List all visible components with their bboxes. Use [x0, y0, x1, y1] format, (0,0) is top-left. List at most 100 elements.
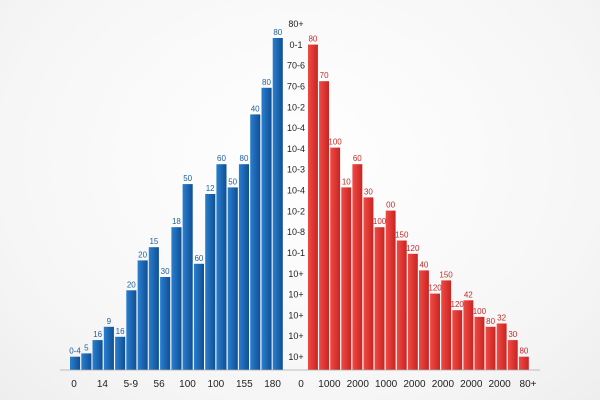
middle-label-13: 10+ [288, 290, 303, 300]
left-bar-label-7: 15 [149, 237, 158, 246]
right-bar-label-5: 30 [364, 187, 373, 196]
left-bar-label-1: 5 [84, 343, 89, 352]
middle-label-5: 10-4 [287, 123, 305, 133]
left-bar-label-8: 30 [161, 267, 170, 276]
right-bar-label-3: 10 [342, 177, 351, 186]
right-bar-1 [319, 81, 329, 370]
right-bar-19 [518, 356, 529, 370]
right-bar-label-15: 100 [473, 307, 487, 316]
x-tick-label-14: 2000 [460, 379, 483, 390]
x-tick-label-0: 0 [71, 379, 77, 390]
right-bar-label-12: 150 [439, 270, 453, 279]
middle-label-3: 70-6 [287, 81, 305, 91]
right-bar-12 [441, 280, 452, 370]
x-tick-label-13: 2000 [432, 379, 455, 390]
middle-label-15: 10+ [288, 331, 303, 341]
left-bar-9 [171, 227, 182, 370]
x-tick-label-6: 155 [236, 379, 253, 390]
x-tick-label-4: 100 [179, 379, 196, 390]
right-bar-label-16: 80 [486, 317, 495, 326]
left-bar-18 [272, 38, 283, 370]
left-bar-label-3: 9 [107, 317, 112, 326]
middle-label-2: 70-6 [287, 61, 305, 71]
middle-label-9: 10-2 [287, 206, 305, 216]
left-bar-13 [216, 164, 227, 370]
middle-label-7: 10-3 [287, 165, 305, 175]
x-tick-label-9: 1000 [318, 379, 341, 390]
right-bar-label-9: 120 [406, 244, 420, 253]
x-tick-label-10: 2000 [347, 379, 370, 390]
x-tick-label-3: 56 [154, 379, 166, 390]
middle-label-0: 80+ [288, 19, 303, 29]
middle-label-8: 10-4 [287, 186, 305, 196]
left-bar-label-17: 80 [262, 78, 271, 87]
right-bar-2 [330, 147, 341, 370]
left-bar-label-12: 12 [206, 184, 215, 193]
left-bar-label-0: 0-4 [69, 347, 81, 356]
right-bar-3 [341, 187, 352, 370]
left-bar-0 [70, 356, 81, 370]
right-bar-label-4: 60 [353, 154, 362, 163]
left-bar-16 [250, 114, 261, 371]
middle-label-4: 10-2 [287, 102, 305, 112]
x-tick-label-1: 14 [97, 379, 109, 390]
middle-axis-labels: 80+ 0-1 70-6 70-6 10-2 10-4 10-4 10-3 10-4 10-2 10… [287, 19, 305, 362]
left-bar-label-13: 60 [217, 154, 226, 163]
left-bar-label-16: 40 [251, 104, 260, 113]
right-series-bars [308, 44, 529, 370]
middle-label-14: 10+ [288, 310, 303, 320]
right-bar-7 [385, 210, 396, 370]
middle-label-11: 10-1 [287, 248, 305, 258]
left-bar-label-14: 50 [228, 177, 237, 186]
left-bar-label-18: 80 [273, 28, 282, 37]
x-tick-label-7: 180 [264, 379, 281, 390]
middle-label-10: 10-8 [287, 227, 305, 237]
right-bar-label-2: 100 [328, 138, 342, 147]
right-bar-label-1: 70 [320, 71, 329, 80]
right-bar-18 [507, 340, 518, 370]
x-tick-label-8: 0 [298, 379, 304, 390]
x-axis-tick-labels: 0 14 5-9 56 100 100 155 180 0 1000 2000 1000 2000 200… [71, 379, 536, 390]
x-tick-label-12: 2000 [403, 379, 426, 390]
right-bar-0 [308, 44, 318, 370]
right-bar-10 [419, 270, 429, 370]
left-bar-4 [115, 336, 126, 370]
left-bar-2 [92, 340, 103, 370]
right-bar-11 [430, 293, 440, 370]
right-bar-label-11: 120 [428, 284, 442, 293]
right-bar-label-0: 80 [308, 35, 317, 44]
left-bar-7 [148, 247, 159, 370]
x-tick-label-5: 100 [208, 379, 225, 390]
left-bar-3 [103, 326, 114, 370]
right-bar-17 [496, 323, 507, 370]
left-bar-8 [160, 277, 171, 370]
middle-label-16: 10+ [288, 352, 303, 362]
left-bar-1 [81, 353, 92, 370]
left-bar-5 [126, 290, 137, 370]
middle-label-1: 0-1 [289, 40, 302, 50]
right-bar-6 [374, 227, 385, 370]
left-bar-label-2: 16 [93, 330, 102, 339]
right-bar-label-7: 00 [386, 201, 395, 210]
left-bar-label-6: 20 [138, 250, 147, 259]
x-tick-label-15: 2000 [488, 379, 511, 390]
left-bar-label-5: 20 [127, 280, 136, 289]
left-bar-14 [227, 187, 238, 370]
right-bar-4 [352, 164, 363, 370]
right-bar-16 [485, 326, 496, 370]
right-bar-15 [474, 316, 485, 370]
left-bar-10 [182, 184, 193, 370]
right-bar-label-19: 80 [519, 347, 528, 356]
right-bar-5 [363, 197, 374, 370]
left-bar-label-4: 16 [116, 327, 125, 336]
left-bar-11 [193, 263, 204, 370]
right-bar-label-8: 150 [395, 231, 409, 240]
right-bar-label-18: 30 [508, 330, 517, 339]
left-bar-17 [261, 87, 272, 371]
left-bar-6 [137, 260, 148, 370]
right-bar-label-6: 100 [373, 217, 387, 226]
left-series-bars [70, 38, 283, 371]
left-bar-15 [238, 164, 249, 370]
left-bar-label-11: 60 [194, 254, 203, 263]
